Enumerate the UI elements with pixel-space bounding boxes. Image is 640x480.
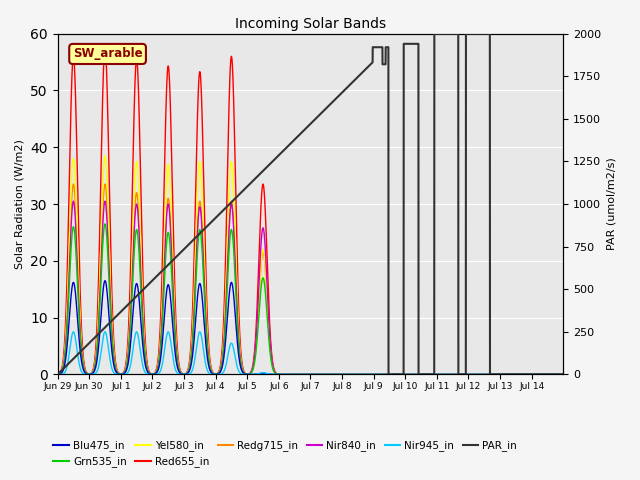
- Y-axis label: Solar Radiation (W/m2): Solar Radiation (W/m2): [15, 139, 25, 269]
- Y-axis label: PAR (umol/m2/s): PAR (umol/m2/s): [607, 157, 616, 251]
- Legend: Blu475_in, Grn535_in, Yel580_in, Red655_in, Redg715_in, Nir840_in, Nir945_in, PA: Blu475_in, Grn535_in, Yel580_in, Red655_…: [49, 436, 521, 471]
- Text: SW_arable: SW_arable: [73, 48, 142, 60]
- Title: Incoming Solar Bands: Incoming Solar Bands: [235, 17, 386, 31]
